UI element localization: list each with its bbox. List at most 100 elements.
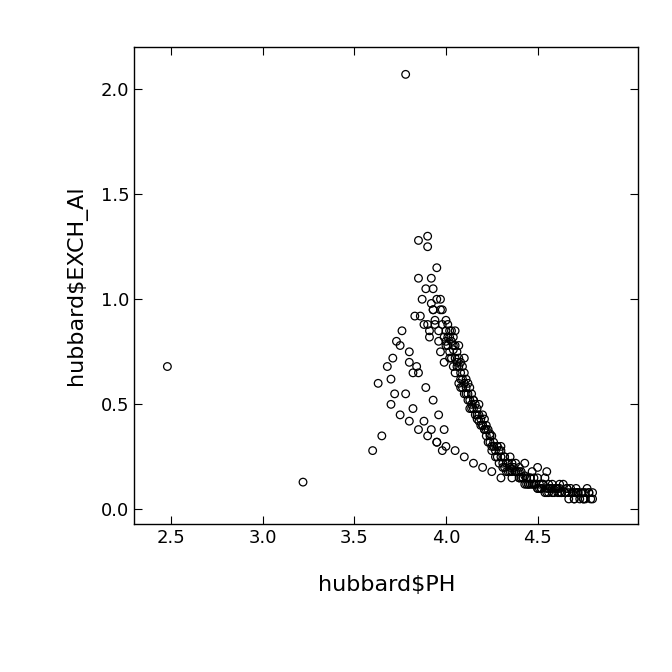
Point bbox=[547, 487, 558, 498]
Point bbox=[431, 294, 442, 304]
Point bbox=[576, 487, 587, 498]
Point bbox=[441, 336, 452, 347]
Point bbox=[429, 319, 440, 330]
Point bbox=[580, 487, 591, 498]
Point bbox=[497, 458, 508, 468]
Point bbox=[429, 315, 440, 326]
Point bbox=[454, 378, 464, 388]
Point bbox=[452, 347, 462, 358]
Point bbox=[485, 429, 495, 439]
Point bbox=[474, 416, 485, 427]
Point bbox=[459, 378, 470, 388]
Point bbox=[495, 472, 506, 483]
Point bbox=[490, 452, 501, 462]
Point bbox=[510, 458, 521, 468]
X-axis label: hubbard$PH: hubbard$PH bbox=[318, 575, 455, 595]
Point bbox=[523, 479, 534, 490]
Point bbox=[525, 472, 536, 483]
Point bbox=[547, 479, 558, 490]
Point bbox=[521, 472, 532, 483]
Point bbox=[563, 493, 574, 504]
Point bbox=[472, 403, 482, 414]
Point bbox=[446, 336, 457, 347]
Point bbox=[585, 493, 596, 504]
Point bbox=[543, 487, 554, 498]
Point bbox=[404, 416, 415, 427]
Point bbox=[487, 431, 497, 442]
Point bbox=[534, 483, 545, 494]
Point bbox=[470, 399, 480, 410]
Point bbox=[587, 487, 598, 498]
Point bbox=[474, 409, 485, 420]
Point bbox=[394, 340, 405, 351]
Point bbox=[391, 336, 402, 347]
Point bbox=[452, 361, 462, 372]
Point bbox=[461, 382, 472, 393]
Point bbox=[567, 487, 578, 498]
Point bbox=[545, 483, 556, 494]
Point bbox=[543, 479, 554, 490]
Point bbox=[439, 424, 450, 435]
Point bbox=[536, 483, 546, 494]
Point bbox=[424, 332, 435, 343]
Point bbox=[475, 420, 486, 431]
Point bbox=[492, 452, 503, 462]
Point bbox=[552, 487, 563, 498]
Point bbox=[426, 273, 437, 284]
Point bbox=[413, 235, 424, 246]
Point bbox=[538, 479, 548, 490]
Point bbox=[472, 409, 482, 420]
Point bbox=[481, 424, 492, 435]
Point bbox=[426, 298, 437, 309]
Point bbox=[571, 483, 581, 494]
Point bbox=[487, 466, 497, 477]
Point bbox=[477, 409, 488, 420]
Point bbox=[569, 487, 580, 498]
Point bbox=[459, 353, 470, 364]
Point bbox=[409, 310, 420, 321]
Point bbox=[450, 325, 460, 336]
Point bbox=[532, 483, 543, 494]
Point bbox=[442, 332, 453, 343]
Point bbox=[499, 462, 510, 473]
Point bbox=[554, 479, 565, 490]
Point bbox=[475, 414, 486, 425]
Point bbox=[501, 458, 512, 468]
Point bbox=[575, 493, 585, 504]
Point bbox=[578, 493, 589, 504]
Point bbox=[517, 472, 528, 483]
Point bbox=[507, 466, 517, 477]
Point bbox=[468, 403, 479, 414]
Point bbox=[515, 472, 526, 483]
Point bbox=[492, 441, 503, 452]
Point bbox=[442, 319, 453, 330]
Point bbox=[514, 472, 525, 483]
Point bbox=[413, 424, 424, 435]
Point bbox=[428, 394, 439, 405]
Point bbox=[495, 446, 506, 456]
Point bbox=[495, 441, 506, 452]
Point bbox=[433, 336, 444, 347]
Point bbox=[417, 294, 427, 304]
Point bbox=[540, 472, 550, 483]
Point bbox=[413, 273, 424, 284]
Point bbox=[401, 69, 411, 80]
Point bbox=[563, 487, 574, 498]
Point bbox=[421, 382, 431, 393]
Point bbox=[388, 353, 398, 364]
Point bbox=[558, 479, 569, 490]
Point bbox=[582, 483, 593, 494]
Point bbox=[492, 441, 503, 452]
Point bbox=[505, 466, 515, 477]
Point bbox=[573, 487, 583, 498]
Point bbox=[538, 479, 548, 490]
Point bbox=[525, 479, 536, 490]
Point bbox=[448, 340, 459, 351]
Point bbox=[444, 332, 455, 343]
Point bbox=[580, 493, 591, 504]
Point bbox=[439, 357, 450, 368]
Point bbox=[437, 446, 448, 456]
Point bbox=[507, 472, 517, 483]
Point bbox=[485, 437, 495, 448]
Point bbox=[454, 361, 464, 372]
